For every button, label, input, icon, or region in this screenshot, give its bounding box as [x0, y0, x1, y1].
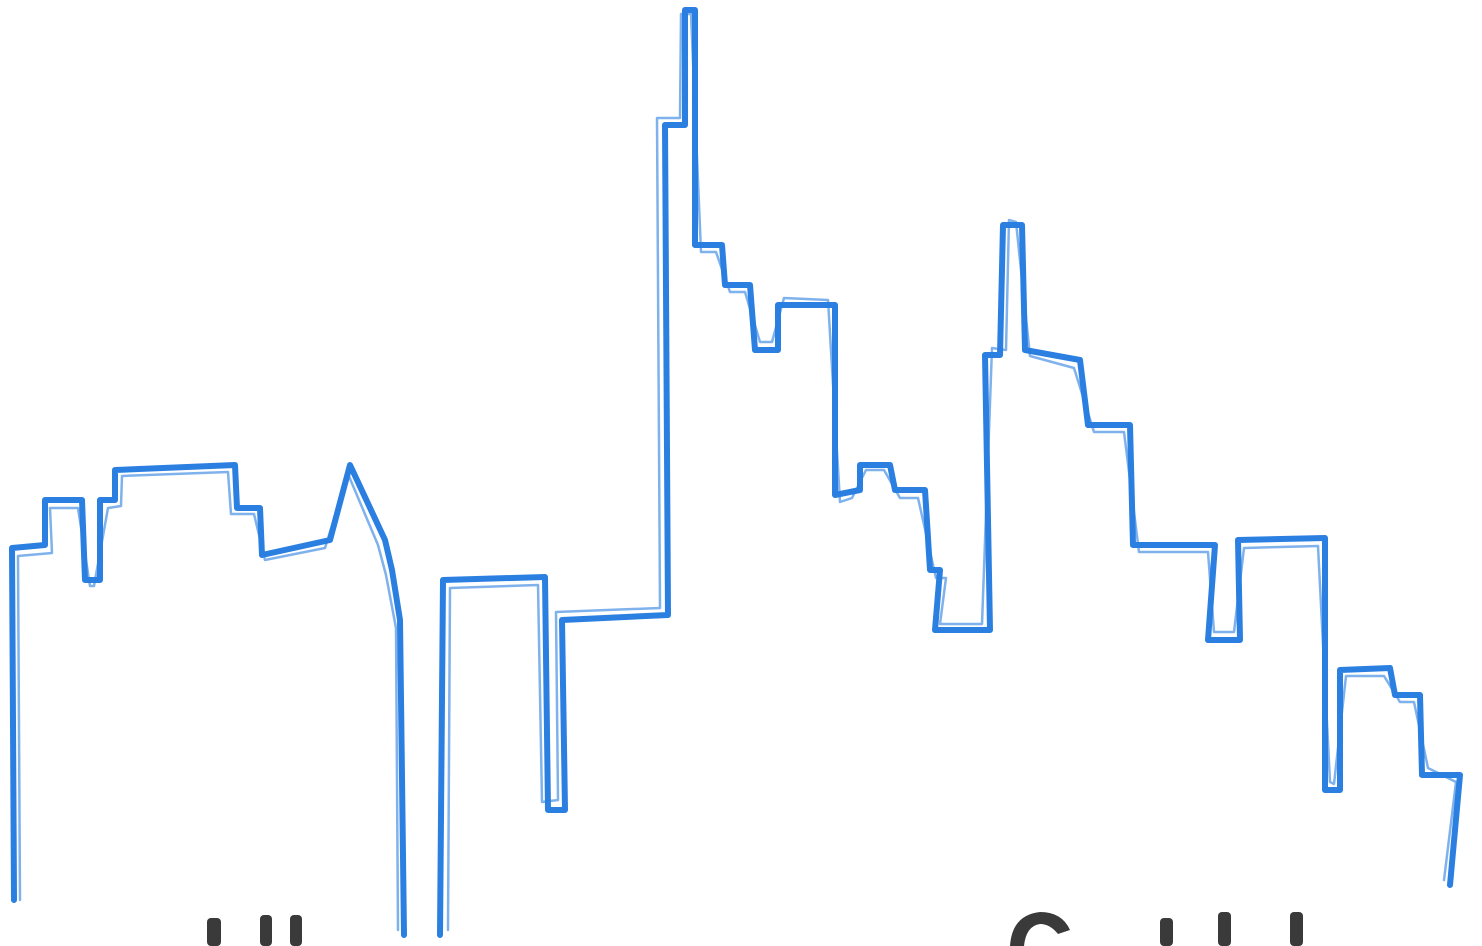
glyph-fragment	[1218, 912, 1231, 946]
glyph-fragment	[260, 915, 272, 946]
glyph-fragment	[1010, 912, 1070, 946]
glyph-fragment	[207, 918, 221, 946]
skyline-sketch	[446, 12, 1458, 932]
skyline-sketch	[16, 470, 400, 932]
skyline-right	[437, 7, 1463, 938]
glyph-fragment	[290, 915, 302, 946]
skyline-stroke	[437, 7, 1463, 938]
skyline-stroke	[9, 462, 407, 938]
skyline-left	[9, 462, 407, 938]
glyph-fragment	[1290, 912, 1303, 946]
cut-off-heading	[207, 912, 1303, 946]
glyph-fragment	[1160, 918, 1173, 946]
